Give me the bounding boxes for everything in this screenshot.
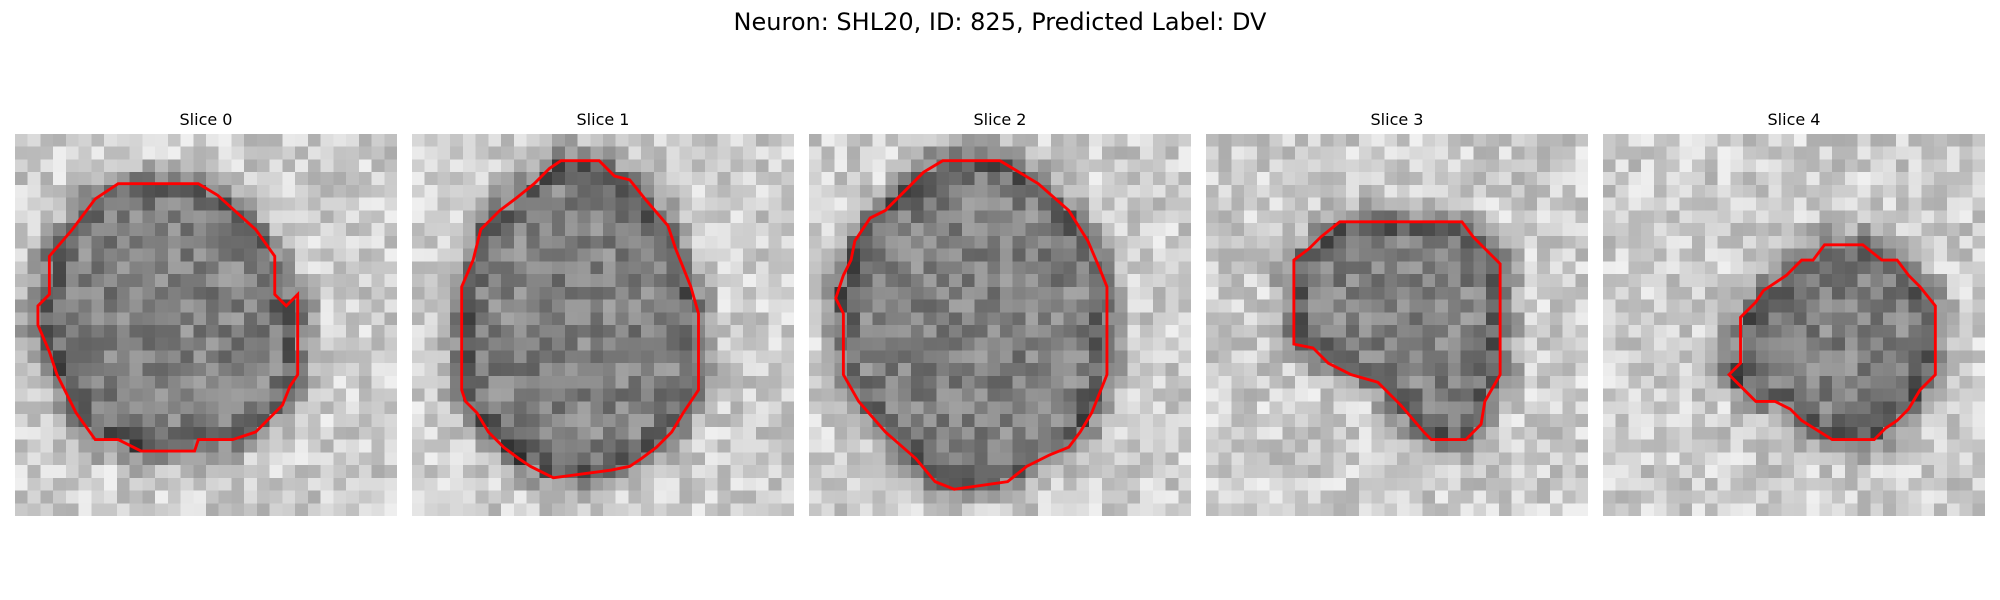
grayscale-pixels xyxy=(1206,134,1588,516)
slice-panel: Slice 4 xyxy=(1603,108,1985,516)
grayscale-pixels xyxy=(15,134,397,516)
neuron-contour xyxy=(1292,220,1502,442)
slice-title: Slice 4 xyxy=(1767,110,1821,129)
neuron-contour xyxy=(36,182,300,453)
neuron-slice-image xyxy=(1603,134,1985,516)
grayscale-pixels xyxy=(1603,134,1985,516)
figure-title: Neuron: SHL20, ID: 825, Predicted Label:… xyxy=(733,8,1267,36)
neuron-slice-image xyxy=(15,134,397,516)
neuron-slice-image xyxy=(412,134,794,516)
neuron-contour xyxy=(460,159,700,480)
grayscale-pixels xyxy=(412,134,794,516)
neuron-contour xyxy=(834,159,1109,491)
slice-title: Slice 0 xyxy=(179,110,233,129)
slice-panel: Slice 3 xyxy=(1206,108,1588,516)
slice-title: Slice 1 xyxy=(576,110,630,129)
neuron-slice-image xyxy=(809,134,1191,516)
slice-title: Slice 2 xyxy=(973,110,1027,129)
neuron-contour xyxy=(1727,243,1937,442)
slice-panel: Slice 1 xyxy=(412,108,794,516)
slice-panel: Slice 0 xyxy=(15,108,397,516)
slice-panel: Slice 2 xyxy=(809,108,1191,516)
grayscale-pixels xyxy=(809,134,1191,516)
slice-title: Slice 3 xyxy=(1370,110,1424,129)
neuron-slice-image xyxy=(1206,134,1588,516)
